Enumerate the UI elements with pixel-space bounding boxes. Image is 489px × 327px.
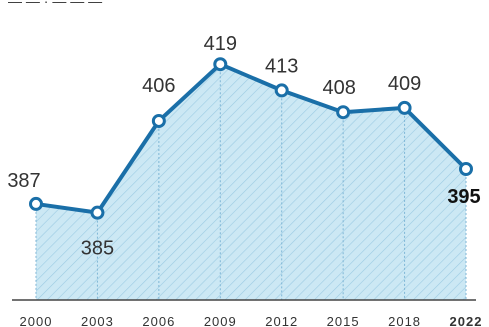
data-point <box>459 162 473 176</box>
x-tick-label: 2012 <box>265 314 298 327</box>
x-tick-label: 2015 <box>327 314 360 327</box>
data-points-layer <box>29 57 473 220</box>
value-label: 409 <box>388 73 421 95</box>
x-tick-labels-layer: 2000 2003 2006 2009 2012 2015 2018 2022 <box>20 314 483 327</box>
data-point <box>213 57 228 72</box>
value-label: 408 <box>322 77 355 99</box>
cropped-title-fragment: — — · — — — <box>8 0 102 9</box>
value-label: 406 <box>142 75 175 97</box>
data-point <box>336 105 351 120</box>
data-point <box>397 100 412 115</box>
x-tick-label: 2003 <box>81 314 114 327</box>
area-fill-layer <box>36 64 466 300</box>
data-point <box>151 113 166 128</box>
data-point <box>274 83 289 98</box>
data-point <box>29 196 43 211</box>
area-fill <box>36 64 466 300</box>
x-tick-label: 2009 <box>204 314 237 327</box>
value-label: 419 <box>204 33 237 55</box>
series-line <box>34 62 468 215</box>
data-point <box>90 205 105 220</box>
series-line-layer <box>34 62 468 215</box>
x-tick-label: 2006 <box>142 314 175 327</box>
x-tick-label: 2022 <box>450 314 483 327</box>
x-tick-label: 2000 <box>20 314 53 327</box>
value-label: 413 <box>265 55 298 77</box>
value-label: 385 <box>81 238 114 260</box>
drop-lines-layer <box>35 64 467 300</box>
value-labels-layer: 387 385 406 419 413 408 409 395 <box>7 33 480 259</box>
value-label: 395 <box>447 186 480 208</box>
value-label: 387 <box>7 170 40 192</box>
x-tick-label: 2018 <box>388 314 421 327</box>
